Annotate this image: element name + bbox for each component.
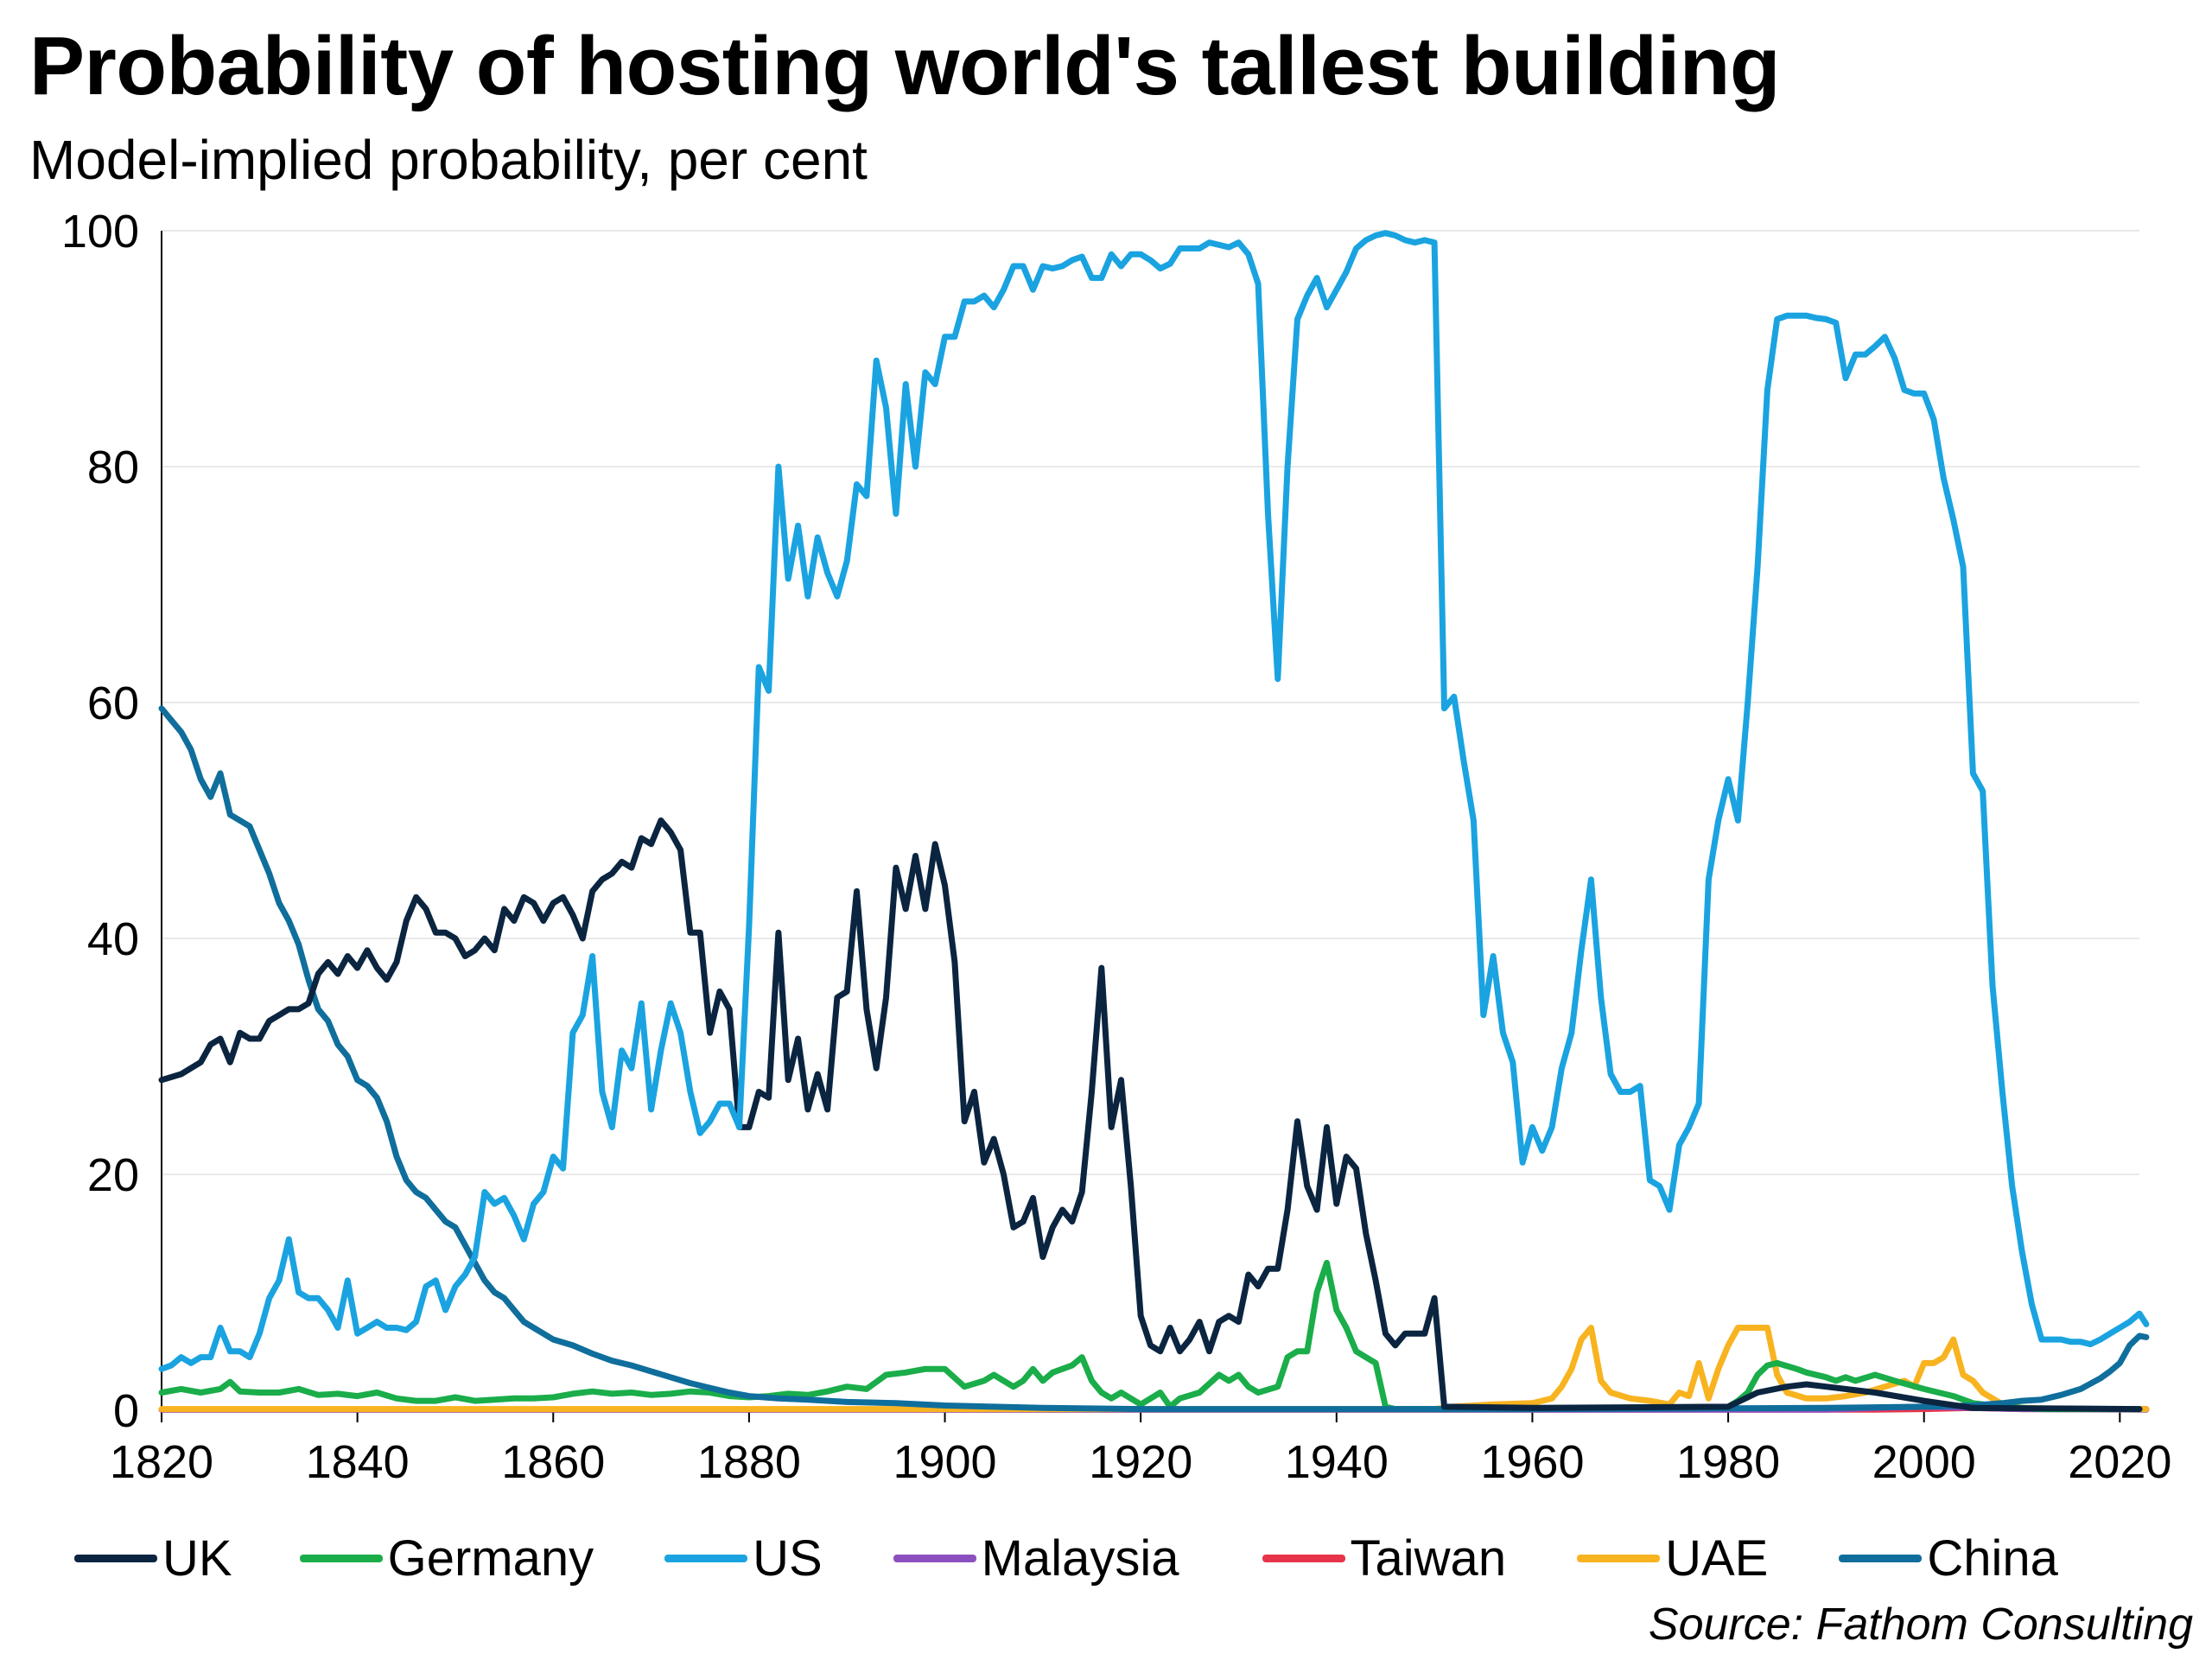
y-tick-label: 80 <box>87 442 139 493</box>
series-line-uk <box>158 817 2143 1413</box>
legend-label: UAE <box>1665 1530 1769 1587</box>
legend-label: UK <box>162 1530 232 1587</box>
x-tick-label: 2000 <box>1872 1436 1976 1488</box>
series-line-uae <box>158 1325 2150 1413</box>
legend-swatch <box>1262 1554 1345 1562</box>
legend-label: Malaysia <box>981 1530 1179 1587</box>
x-tick-label: 1860 <box>501 1436 605 1488</box>
x-tick-label: 1900 <box>893 1436 996 1488</box>
chart-title: Probability of hosting world's tallest b… <box>29 20 1781 112</box>
legend-swatch <box>74 1554 157 1562</box>
y-tick-label: 20 <box>87 1149 139 1201</box>
legend-swatch <box>664 1554 748 1562</box>
chart-legend: UK Germany US Malaysia Taiwan UAE China <box>74 1528 2058 1588</box>
legend-item-china: China <box>1839 1530 2058 1587</box>
x-tick-label: 2020 <box>2068 1436 2171 1488</box>
series-line-china <box>158 705 2150 1413</box>
x-tick-label: 1820 <box>110 1436 213 1488</box>
source-note: Source: Fathom Consulting <box>1648 1600 2193 1650</box>
x-tick-label: 1940 <box>1285 1436 1389 1488</box>
legend-label: US <box>753 1530 823 1587</box>
legend-label: China <box>1927 1530 2058 1587</box>
legend-swatch <box>1839 1554 1923 1562</box>
y-tick-label: 40 <box>87 913 139 965</box>
series-line-us <box>158 230 2150 1372</box>
legend-swatch <box>1577 1554 1661 1562</box>
legend-swatch <box>893 1554 976 1562</box>
series-line-germany <box>158 1259 2143 1413</box>
legend-item-malaysia: Malaysia <box>893 1530 1179 1587</box>
x-tick-label: 1960 <box>1480 1436 1584 1488</box>
legend-swatch <box>299 1554 383 1562</box>
legend-label: Germany <box>387 1530 594 1587</box>
x-tick-label: 1980 <box>1676 1436 1780 1488</box>
x-tick-label: 1880 <box>697 1436 801 1488</box>
legend-item-germany: Germany <box>299 1530 594 1587</box>
legend-item-us: US <box>664 1530 823 1587</box>
x-tick-label: 1840 <box>306 1436 410 1488</box>
y-tick-label: 60 <box>87 677 139 729</box>
chart-subtitle: Model-implied probability, per cent <box>29 129 868 191</box>
y-tick-label: 0 <box>113 1385 139 1437</box>
y-tick-label: 100 <box>61 206 139 258</box>
x-tick-label: 1920 <box>1089 1436 1192 1488</box>
legend-item-taiwan: Taiwan <box>1262 1530 1507 1587</box>
legend-item-uk: UK <box>74 1530 232 1587</box>
legend-item-uae: UAE <box>1577 1530 1768 1587</box>
legend-label: Taiwan <box>1350 1530 1507 1587</box>
